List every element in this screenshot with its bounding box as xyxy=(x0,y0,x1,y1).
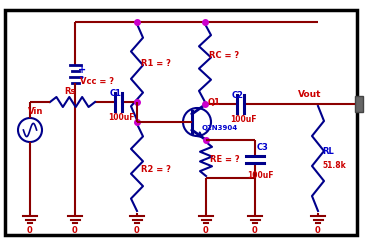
Text: R1 = ?: R1 = ? xyxy=(141,58,171,67)
Text: 0: 0 xyxy=(134,225,140,234)
Text: 0: 0 xyxy=(252,225,258,234)
Text: 0: 0 xyxy=(72,225,78,234)
Text: C2: C2 xyxy=(232,91,244,100)
Text: R2 = ?: R2 = ? xyxy=(141,164,171,173)
Text: Vcc = ?: Vcc = ? xyxy=(80,77,114,86)
Text: 0: 0 xyxy=(27,225,33,234)
Text: RC = ?: RC = ? xyxy=(209,51,239,60)
Text: Vout: Vout xyxy=(298,90,322,98)
Text: 51.8k: 51.8k xyxy=(322,161,346,170)
Text: C1: C1 xyxy=(110,89,122,98)
Text: Q1: Q1 xyxy=(208,98,221,107)
Bar xyxy=(355,96,363,112)
Text: +: + xyxy=(78,65,86,75)
Text: 100uF: 100uF xyxy=(108,112,135,121)
Text: 100uF: 100uF xyxy=(230,114,256,123)
Text: -: - xyxy=(78,70,83,83)
Text: RE = ?: RE = ? xyxy=(210,155,240,164)
Text: 0: 0 xyxy=(203,225,209,234)
Text: 100uF: 100uF xyxy=(247,170,273,179)
Text: 0: 0 xyxy=(315,225,321,234)
Bar xyxy=(5,11,357,235)
Text: Rs: Rs xyxy=(64,87,75,96)
Text: RL: RL xyxy=(322,147,334,156)
Text: Vin: Vin xyxy=(28,106,43,116)
Text: C3: C3 xyxy=(257,142,269,152)
Text: Q2N3904: Q2N3904 xyxy=(202,124,238,130)
